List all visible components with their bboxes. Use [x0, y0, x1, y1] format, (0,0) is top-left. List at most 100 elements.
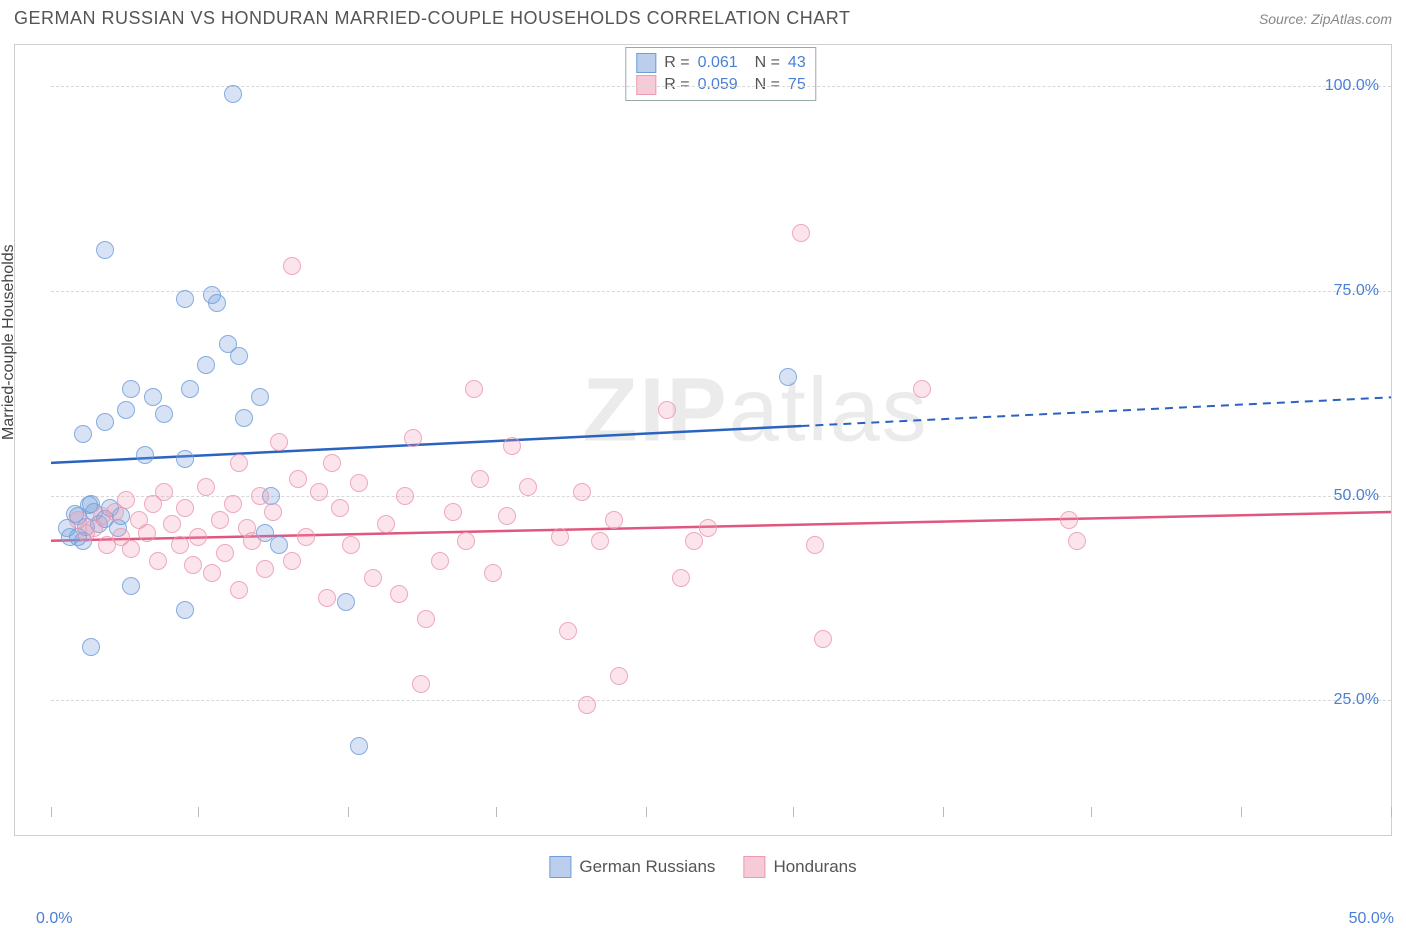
data-point [96, 413, 114, 431]
stat-r-label: R = [664, 54, 689, 72]
data-point [331, 499, 349, 517]
y-tick-label: 75.0% [1334, 282, 1379, 300]
data-point [412, 675, 430, 693]
data-point [323, 454, 341, 472]
data-point [792, 224, 810, 242]
data-point [155, 405, 173, 423]
gridline [51, 700, 1391, 701]
data-point [270, 433, 288, 451]
data-point [138, 524, 156, 542]
data-point [171, 536, 189, 554]
x-tick [51, 807, 52, 817]
source-label: Source: ZipAtlas.com [1259, 11, 1392, 27]
y-tick-label: 100.0% [1325, 77, 1379, 95]
x-tick [943, 807, 944, 817]
legend-label: Hondurans [773, 857, 856, 877]
x-axis-max-label: 50.0% [1349, 910, 1394, 928]
data-point [814, 630, 832, 648]
x-tick [793, 807, 794, 817]
data-point [216, 544, 234, 562]
data-point [310, 483, 328, 501]
data-point [519, 478, 537, 496]
data-point [806, 536, 824, 554]
data-point [610, 667, 628, 685]
data-point [144, 388, 162, 406]
data-point [251, 388, 269, 406]
gridline [51, 291, 1391, 292]
data-point [176, 290, 194, 308]
x-tick [646, 807, 647, 817]
data-point [337, 593, 355, 611]
x-axis [51, 807, 1391, 835]
data-point [396, 487, 414, 505]
data-point [256, 560, 274, 578]
data-point [117, 401, 135, 419]
data-point [350, 737, 368, 755]
data-point [404, 429, 422, 447]
data-point [591, 532, 609, 550]
data-point [235, 409, 253, 427]
legend-swatch [743, 856, 765, 878]
x-tick [1391, 807, 1392, 817]
data-point [270, 536, 288, 554]
data-point [122, 577, 140, 595]
data-point [224, 85, 242, 103]
data-point [297, 528, 315, 546]
data-point [283, 257, 301, 275]
data-point [211, 511, 229, 529]
legend-stat-row: R = 0.061 N = 43 [636, 52, 805, 74]
data-point [465, 380, 483, 398]
data-point [551, 528, 569, 546]
stat-r-value: 0.061 [698, 54, 738, 72]
data-point [251, 487, 269, 505]
data-point [350, 474, 368, 492]
data-point [189, 528, 207, 546]
data-point [457, 532, 475, 550]
data-point [230, 454, 248, 472]
data-point [224, 495, 242, 513]
data-point [230, 581, 248, 599]
legend-swatch [549, 856, 571, 878]
data-point [136, 446, 154, 464]
data-point [163, 515, 181, 533]
y-tick-label: 25.0% [1334, 691, 1379, 709]
data-point [184, 556, 202, 574]
data-point [176, 450, 194, 468]
watermark: ZIPatlas [583, 359, 929, 462]
data-point [149, 552, 167, 570]
data-point [498, 507, 516, 525]
data-point [203, 564, 221, 582]
legend-item: Hondurans [743, 856, 856, 878]
data-point [658, 401, 676, 419]
chart-area: Married-couple Households ZIPatlas R = 0… [14, 44, 1392, 836]
data-point [74, 425, 92, 443]
data-point [377, 515, 395, 533]
data-point [503, 437, 521, 455]
data-point [289, 470, 307, 488]
data-point [122, 540, 140, 558]
stat-n-label: N = [746, 54, 780, 72]
legend-stats: R = 0.061 N = 43 R = 0.059 N = 75 [625, 47, 816, 101]
y-axis-label: Married-couple Households [0, 244, 18, 440]
data-point [390, 585, 408, 603]
legend-bottom: German Russians Hondurans [549, 856, 856, 878]
legend-item: German Russians [549, 856, 715, 878]
data-point [176, 601, 194, 619]
data-point [122, 380, 140, 398]
data-point [318, 589, 336, 607]
gridline [51, 86, 1391, 87]
trend-lines [51, 45, 1391, 807]
data-point [230, 347, 248, 365]
data-point [578, 696, 596, 714]
data-point [117, 491, 135, 509]
data-point [197, 356, 215, 374]
data-point [82, 638, 100, 656]
data-point [197, 478, 215, 496]
data-point [155, 483, 173, 501]
data-point [699, 519, 717, 537]
data-point [96, 241, 114, 259]
data-point [264, 503, 282, 521]
data-point [672, 569, 690, 587]
y-tick-label: 50.0% [1334, 487, 1379, 505]
data-point [176, 499, 194, 517]
